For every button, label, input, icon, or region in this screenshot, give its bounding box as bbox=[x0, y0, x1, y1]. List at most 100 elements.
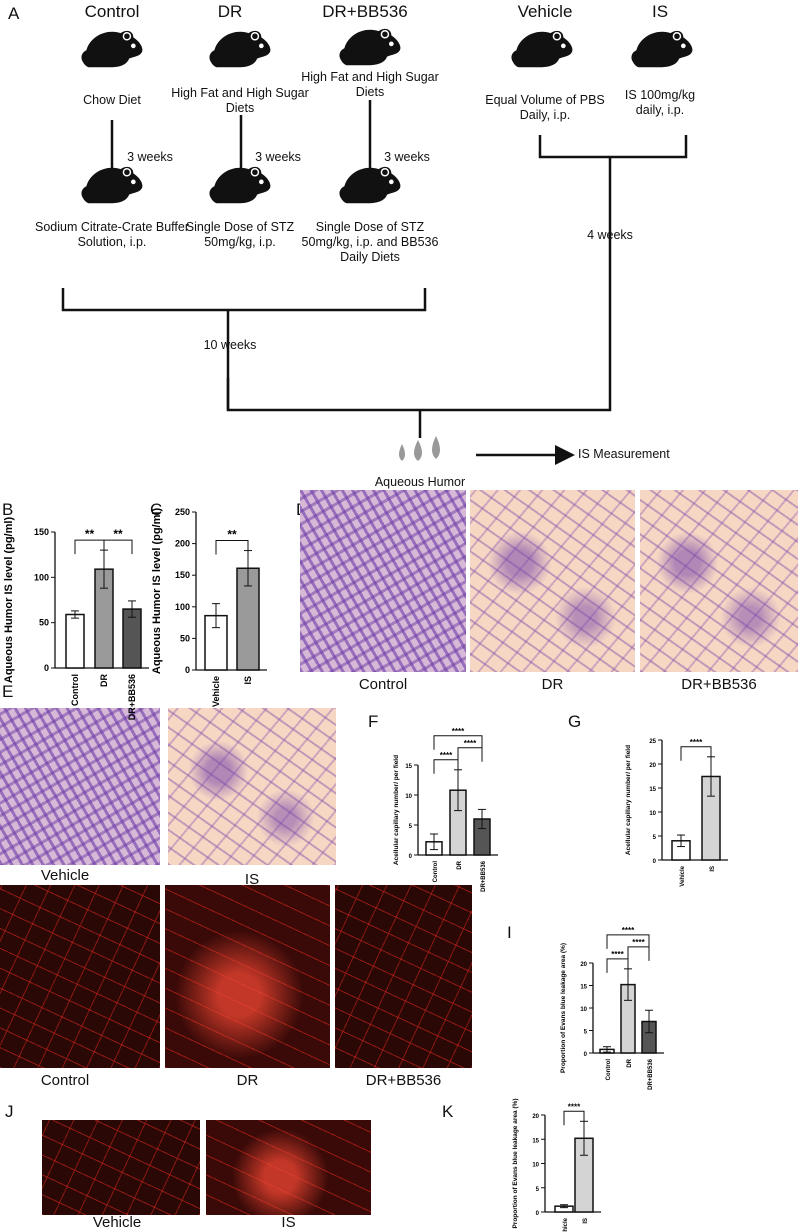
significance-bracket bbox=[433, 735, 483, 750]
x-tick-label: DR bbox=[627, 1058, 633, 1067]
caption-h-control: Control bbox=[40, 1072, 90, 1089]
y-tick-label: 5 bbox=[584, 1030, 588, 1036]
y-tick-label: 5 bbox=[536, 1187, 540, 1193]
group-control: Control bbox=[84, 2, 140, 21]
panel-letter-b: B bbox=[2, 500, 14, 519]
y-tick-label: 15 bbox=[532, 1138, 539, 1144]
droplet-icon bbox=[399, 436, 440, 461]
caption-d-dr-bb536: DR+BB536 bbox=[681, 676, 757, 693]
y-tick-label: 0 bbox=[185, 665, 190, 675]
histology-image-dr-bb536 bbox=[640, 490, 798, 672]
significance-bracket bbox=[433, 759, 459, 774]
y-tick-label: 0 bbox=[536, 1211, 540, 1217]
significance-label: **** bbox=[611, 950, 624, 959]
y-tick-label: 15 bbox=[405, 764, 412, 770]
caption-e-is: IS bbox=[244, 871, 260, 888]
group-dr-bb536: DR+BB536 bbox=[322, 2, 408, 21]
treatment-dr: Single Dose of STZ 50mg/kg, i.p. bbox=[185, 220, 295, 249]
x-tick-label: DR+BB536 bbox=[648, 1058, 654, 1090]
y-axis-label: Acellular capillary number/ per field bbox=[393, 755, 400, 865]
significance-label: ** bbox=[85, 527, 95, 541]
significance-label: **** bbox=[452, 727, 465, 736]
y-axis-label: Aqueous Humor IS level (pg/ml) bbox=[151, 508, 163, 675]
diet-dr-bb536: High Fat and High Sugar Diets bbox=[301, 70, 439, 99]
bar bbox=[65, 613, 85, 669]
significance-bracket bbox=[74, 539, 105, 555]
y-tick-label: 0 bbox=[409, 854, 413, 860]
significance-bracket bbox=[606, 958, 629, 973]
group-dr: DR bbox=[217, 2, 243, 21]
significance-label: **** bbox=[440, 751, 453, 760]
caption-j-is: IS bbox=[281, 1214, 296, 1231]
significance-bracket bbox=[606, 934, 650, 949]
chart-g: 0 5 10 15 20 25 Acellular capillary number/ pe… bbox=[625, 738, 728, 887]
treatment-control: Sodium Citrate-Crate Buffer Solution, i.… bbox=[35, 220, 189, 249]
duration-3w-dr: 3 weeks bbox=[255, 150, 301, 164]
y-tick-label: 25 bbox=[649, 739, 656, 745]
significance-label: ** bbox=[113, 527, 123, 541]
fundus-image-control bbox=[0, 885, 160, 1068]
diet-vehicle: Equal Volume of PBS Daily, i.p. bbox=[485, 93, 605, 122]
significance-bracket bbox=[457, 747, 483, 762]
histology-image-is bbox=[168, 708, 336, 865]
y-tick-label: 10 bbox=[405, 794, 412, 800]
y-tick-label: 5 bbox=[653, 835, 657, 841]
duration-10w: 10 weeks bbox=[203, 338, 257, 352]
y-tick-label: 15 bbox=[649, 787, 656, 793]
y-tick-label: 10 bbox=[532, 1163, 539, 1169]
group-is: IS bbox=[651, 2, 669, 21]
panel-letter-a: A bbox=[8, 4, 20, 23]
y-axis-label: Proportion of Evans blue leakage area (%… bbox=[512, 1098, 519, 1228]
significance-bracket bbox=[680, 746, 712, 761]
chart-b: 0 50 100 150 Aqueous Humor IS level (pg/ml) C… bbox=[3, 517, 149, 720]
measurement-label: IS Measurement bbox=[578, 447, 670, 461]
y-tick-label: 20 bbox=[649, 763, 656, 769]
y-tick-label: 0 bbox=[653, 859, 657, 865]
y-tick-label: 10 bbox=[580, 1007, 587, 1013]
y-tick-label: 250 bbox=[175, 507, 190, 517]
bar bbox=[122, 608, 142, 669]
scheme-diagram bbox=[61, 27, 694, 465]
y-tick-label: 0 bbox=[584, 1052, 588, 1058]
y-axis-label: Proportion of Evans blue leakage area (%… bbox=[560, 943, 567, 1073]
x-tick-label: Control bbox=[70, 674, 80, 706]
caption-h-dr-bb536: DR+BB536 bbox=[365, 1072, 442, 1089]
y-tick-label: 5 bbox=[409, 824, 413, 830]
x-tick-label: IS bbox=[243, 676, 253, 685]
significance-label: **** bbox=[622, 926, 635, 935]
y-tick-label: 0 bbox=[44, 663, 49, 673]
x-tick-label: Control bbox=[433, 861, 439, 883]
chart-i: 0 5 10 15 20 Proportion of Evans blue leakage… bbox=[560, 926, 664, 1090]
caption-d-control: Control bbox=[358, 676, 408, 693]
x-tick-label: DR bbox=[99, 674, 109, 687]
significance-bracket bbox=[563, 1110, 585, 1126]
y-tick-label: 20 bbox=[580, 962, 587, 968]
panel-letter-e: E bbox=[2, 682, 14, 701]
x-tick-label: Control bbox=[606, 1059, 612, 1081]
y-axis-label: Acellular capillary number/ per field bbox=[625, 745, 632, 855]
significance-label: **** bbox=[464, 739, 477, 748]
panel-letter-k: K bbox=[442, 1102, 454, 1121]
x-tick-label: Vehicle bbox=[563, 1217, 569, 1232]
y-tick-label: 100 bbox=[34, 572, 49, 582]
histology-image-dr bbox=[470, 490, 635, 672]
panel-letter-f: F bbox=[368, 712, 379, 731]
diet-is: IS 100mg/kg daily, i.p. bbox=[624, 88, 696, 117]
panel-letter-g: G bbox=[568, 712, 582, 731]
caption-j-vehicle: Vehicle bbox=[92, 1214, 142, 1231]
histology-image-vehicle bbox=[0, 708, 160, 865]
y-tick-label: 150 bbox=[34, 527, 49, 537]
x-tick-label: IS bbox=[583, 1218, 589, 1224]
fundus-image-is bbox=[206, 1120, 371, 1215]
significance-bracket bbox=[103, 539, 133, 555]
sample-label: Aqueous Humor bbox=[374, 475, 466, 489]
y-tick-label: 15 bbox=[580, 985, 587, 991]
significance-bracket bbox=[627, 946, 650, 961]
caption-h-dr: DR bbox=[236, 1072, 259, 1089]
duration-3w-dr-bb536: 3 weeks bbox=[384, 150, 430, 164]
y-tick-label: 100 bbox=[175, 602, 190, 612]
y-tick-label: 50 bbox=[180, 633, 190, 643]
x-tick-label: IS bbox=[710, 866, 716, 872]
